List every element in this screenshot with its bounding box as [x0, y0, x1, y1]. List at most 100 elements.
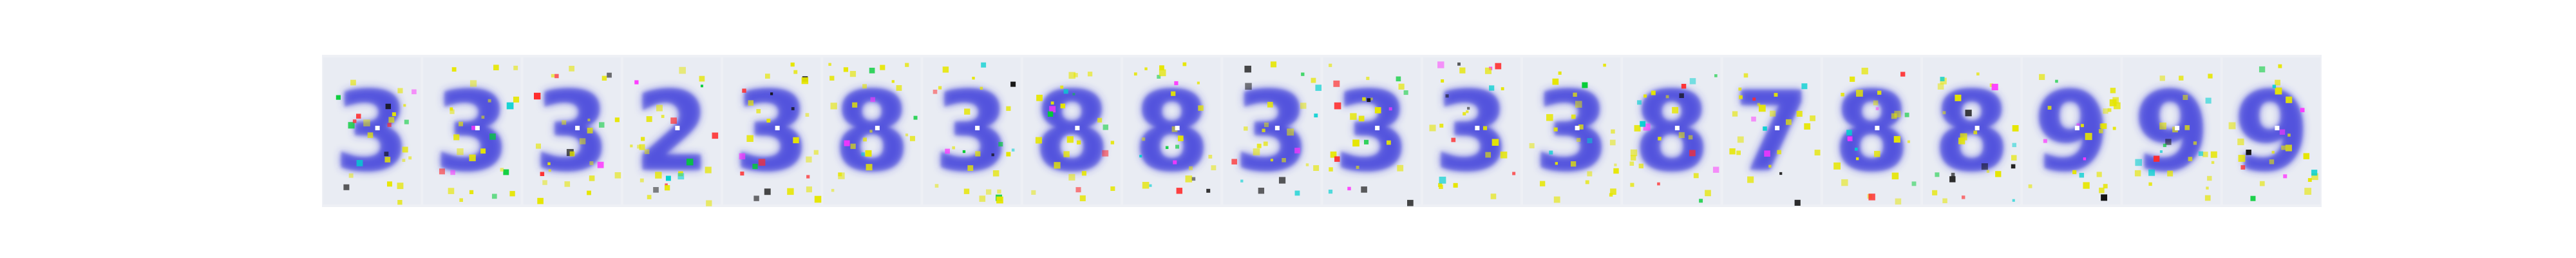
- noise-pixel: [1949, 176, 1956, 183]
- noise-pixel: [587, 118, 591, 121]
- noise-pixel: [1552, 78, 1559, 85]
- noise-pixel: [1079, 195, 1086, 201]
- noise-pixel: [2272, 84, 2277, 88]
- noise-pixel: [644, 149, 650, 154]
- noise-pixel: [905, 134, 909, 137]
- noise-pixel: [806, 175, 810, 179]
- digit-tile: 88: [1023, 57, 1121, 204]
- noise-pixel: [2012, 199, 2015, 202]
- noise-pixel: [806, 186, 812, 193]
- noise-pixel: [2012, 143, 2016, 148]
- noise-pixel: [1942, 198, 1947, 203]
- noise-pixel: [2279, 129, 2286, 135]
- noise-pixel: [664, 185, 670, 191]
- noise-pixel: [1305, 163, 1309, 166]
- noise-pixel: [2101, 123, 2107, 129]
- noise-pixel: [770, 92, 773, 95]
- noise-pixel: [712, 132, 719, 139]
- digit-tile: 33: [523, 57, 621, 204]
- noise-pixel: [1558, 71, 1562, 75]
- noise-pixel: [850, 143, 856, 149]
- digit-tile: 88: [1123, 57, 1221, 204]
- digit-glyph: 3: [1334, 68, 1410, 196]
- noise-pixel: [1362, 97, 1366, 101]
- noise-pixel: [665, 175, 671, 181]
- noise-pixel: [1553, 127, 1558, 132]
- noise-pixel: [1144, 67, 1148, 70]
- noise-pixel: [1794, 199, 1801, 206]
- digit-glyph-overlay: 8: [1133, 68, 1209, 196]
- noise-pixel: [1457, 62, 1461, 66]
- noise-pixel: [945, 148, 950, 154]
- noise-pixel: [450, 170, 455, 175]
- noise-pixel: [1263, 141, 1268, 146]
- noise-pixel: [801, 77, 809, 84]
- noise-pixel: [828, 63, 831, 66]
- noise-pixel: [1139, 155, 1142, 158]
- noise-pixel: [2055, 79, 2058, 83]
- digit-tile: 99: [2123, 57, 2221, 204]
- noise-pixel: [1874, 150, 1880, 157]
- noise-pixel: [2259, 181, 2265, 186]
- highlight-pixel: [1175, 126, 1180, 130]
- tile-background: [623, 57, 721, 204]
- noise-pixel: [1958, 137, 1965, 144]
- noise-pixel: [1047, 111, 1054, 117]
- digit-glyph-overlay: 9: [2233, 68, 2309, 196]
- noise-pixel: [865, 150, 872, 157]
- noise-pixel: [1587, 171, 1593, 177]
- digit-tile: 88: [1823, 57, 1920, 205]
- noise-pixel: [1501, 87, 1504, 90]
- noise-pixel: [1300, 103, 1307, 109]
- noise-pixel: [1609, 139, 1616, 146]
- noise-pixel: [547, 162, 551, 165]
- noise-pixel: [2011, 164, 2016, 169]
- noise-pixel: [1575, 101, 1582, 108]
- digit-glyph-overlay: 3: [734, 68, 810, 196]
- noise-pixel: [1833, 162, 1841, 170]
- noise-pixel: [1640, 121, 1646, 127]
- highlight-pixel: [375, 126, 380, 130]
- noise-pixel: [534, 92, 541, 100]
- noise-pixel: [1451, 137, 1456, 143]
- highlight-pixel: [575, 126, 580, 130]
- noise-pixel: [1397, 164, 1404, 172]
- tile-background: [1723, 57, 1821, 204]
- noise-pixel: [1262, 128, 1265, 132]
- noise-pixel: [1103, 124, 1108, 130]
- noise-pixel: [870, 97, 876, 103]
- noise-pixel: [607, 72, 612, 78]
- noise-pixel: [866, 164, 873, 171]
- noise-pixel: [1986, 170, 1990, 173]
- noise-pixel: [2085, 133, 2092, 141]
- noise-pixel: [787, 188, 794, 195]
- noise-pixel: [1329, 167, 1333, 172]
- noise-pixel: [1630, 155, 1636, 161]
- digit-glyph-overlay: 7: [1734, 68, 1810, 196]
- noise-pixel: [2167, 170, 2174, 177]
- noise-pixel: [2211, 161, 2215, 164]
- noise-pixel: [1076, 140, 1081, 144]
- noise-pixel: [1301, 72, 1305, 76]
- noise-pixel: [1110, 141, 1115, 144]
- noise-pixel: [2250, 195, 2256, 201]
- noise-pixel: [1267, 101, 1273, 108]
- noise-pixel: [1102, 150, 1109, 157]
- highlight-pixel: [1375, 126, 1380, 130]
- noise-pixel: [2205, 97, 2211, 104]
- noise-pixel: [1133, 72, 1137, 76]
- noise-pixel: [453, 134, 460, 141]
- noise-pixel: [806, 156, 812, 163]
- highlight-pixel: [2074, 126, 2079, 130]
- noise-pixel: [1634, 124, 1641, 132]
- noise-pixel: [1770, 110, 1776, 117]
- noise-pixel: [905, 63, 909, 67]
- digit-glyph: 9: [2233, 68, 2309, 196]
- noise-pixel: [1068, 72, 1075, 79]
- noise-pixel: [639, 144, 645, 150]
- noise-pixel: [562, 120, 567, 125]
- noise-pixel: [1330, 151, 1337, 158]
- digit-glyph: 3: [334, 68, 410, 196]
- noise-pixel: [1294, 190, 1300, 196]
- noise-pixel: [679, 66, 686, 74]
